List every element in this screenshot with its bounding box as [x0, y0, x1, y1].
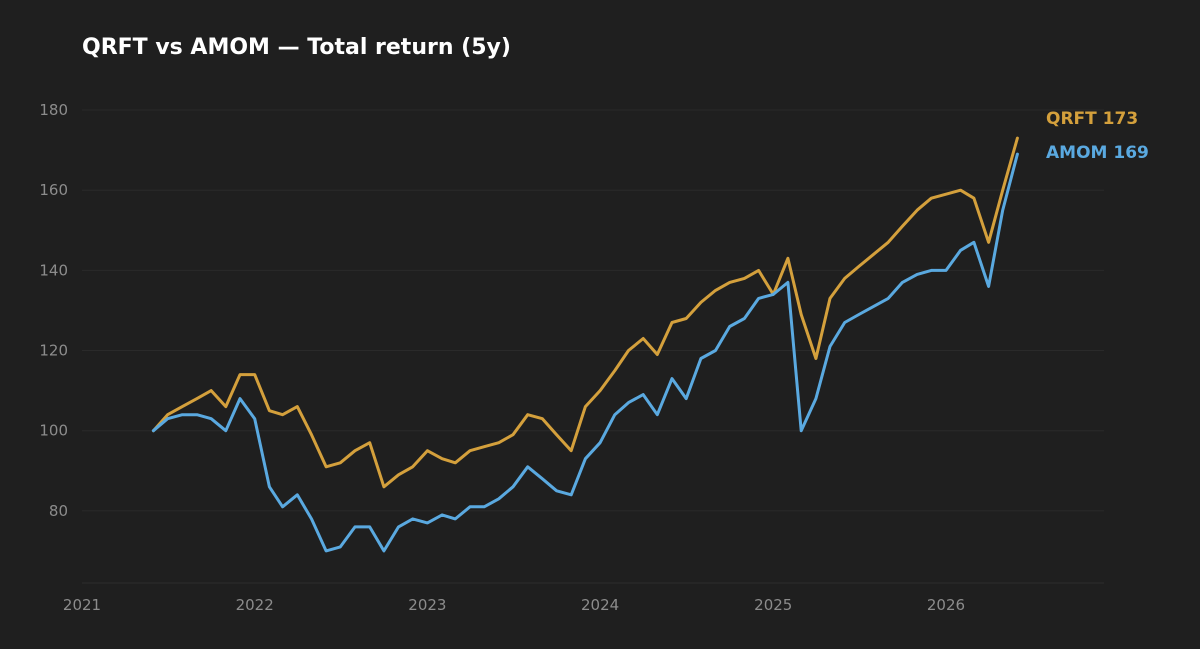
x-tick-label: 2025 — [754, 596, 792, 614]
y-tick-label: 100 — [39, 422, 68, 440]
series-lines — [151, 136, 1019, 553]
x-tick-label: 2023 — [408, 596, 446, 614]
y-tick-label: 140 — [39, 261, 68, 279]
x-tick-label: 2024 — [581, 596, 619, 614]
y-axis-ticks: 80 100 120 140 160 180 — [39, 101, 68, 520]
y-tick-label: 180 — [39, 101, 68, 119]
y-tick-label: 120 — [39, 342, 68, 360]
x-tick-label: 2026 — [927, 596, 965, 614]
series-line-amom — [151, 152, 1019, 553]
y-tick-label: 160 — [39, 181, 68, 199]
x-axis-ticks: 2021 2022 2023 2024 2025 2026 — [63, 596, 965, 614]
end-labels: QRFT 173 AMOM 169 — [1046, 109, 1149, 163]
chart-title: QRFT vs AMOM — Total return (5y) — [82, 35, 511, 60]
end-label-qrft: QRFT 173 — [1046, 109, 1138, 129]
grid-lines — [82, 109, 1104, 512]
series-line-qrft — [151, 136, 1019, 489]
y-tick-label: 80 — [49, 502, 68, 520]
x-tick-label: 2021 — [63, 596, 101, 614]
end-label-amom: AMOM 169 — [1046, 143, 1149, 163]
x-tick-label: 2022 — [236, 596, 274, 614]
